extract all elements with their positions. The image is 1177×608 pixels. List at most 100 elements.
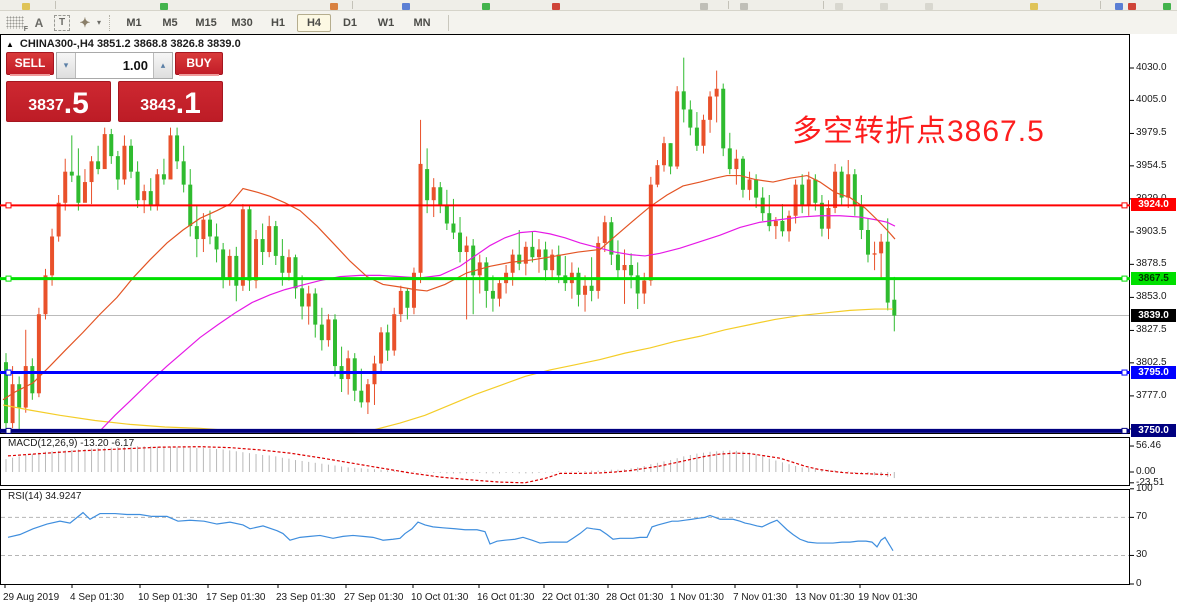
symbol-ohlc-text: CHINA300-,H4 3851.2 3868.8 3826.8 3839.0 bbox=[19, 38, 241, 50]
toolbar-icon-fragment[interactable] bbox=[552, 3, 560, 10]
toolbar-separator bbox=[448, 14, 450, 31]
toolbar-separator bbox=[55, 1, 56, 9]
toolbar-icon-fragment[interactable] bbox=[160, 3, 168, 10]
price-tick-label: 4005.0 bbox=[1136, 94, 1167, 106]
timeframe-button-m5[interactable]: M5 bbox=[162, 16, 178, 29]
upper-toolbar-row bbox=[0, 0, 1177, 11]
timeframe-buttons: M1 M5 M15 M30 H1 H4 D1 W1 MN bbox=[116, 13, 440, 32]
line-handle[interactable] bbox=[1121, 275, 1128, 282]
price-marker-badge: 3924.0 bbox=[1131, 198, 1176, 212]
time-tick-label: 4 Sep 01:30 bbox=[70, 592, 124, 603]
time-tick-label: 29 Aug 2019 bbox=[3, 592, 60, 603]
rsi-tick-label: 30 bbox=[1136, 549, 1148, 561]
price-tick-label: 3777.0 bbox=[1136, 389, 1167, 401]
price-marker-badge: 3867.5 bbox=[1131, 271, 1176, 285]
one-click-trading-widget: SELL ▾ ▴ BUY 3837.5 3843.1 bbox=[6, 52, 223, 122]
toolbar-separator bbox=[728, 1, 729, 9]
sell-underline bbox=[10, 74, 50, 76]
toolbar-icon-fragment[interactable] bbox=[22, 3, 30, 10]
toolbar-icon-fragment[interactable] bbox=[1030, 3, 1038, 10]
timeframe-button-m30[interactable]: M30 bbox=[231, 16, 253, 29]
line-handle[interactable] bbox=[5, 369, 12, 376]
crosshair-tool-icon[interactable]: ✦ bbox=[79, 14, 91, 30]
horizontal-level-lines[interactable] bbox=[0, 202, 1130, 434]
line-handle[interactable] bbox=[5, 275, 12, 282]
toolbar-icon-fragment[interactable] bbox=[402, 3, 410, 10]
time-tick-label: 10 Oct 01:30 bbox=[411, 592, 469, 603]
timeframe-button-h1[interactable]: H1 bbox=[270, 16, 286, 29]
time-tick-label: 28 Oct 01:30 bbox=[606, 592, 664, 603]
toolbar-icon-fragment[interactable] bbox=[740, 3, 748, 10]
buy-price-main: 3843 bbox=[140, 97, 176, 114]
toolbar-separator bbox=[823, 1, 824, 9]
macd-indicator-label: MACD(12,26,9) -13.20 -6.17 bbox=[8, 438, 135, 449]
macd-tick-label: 56.46 bbox=[1136, 440, 1162, 452]
line-handle[interactable] bbox=[5, 427, 12, 434]
timeframe-button-w1[interactable]: W1 bbox=[377, 16, 395, 29]
line-handle[interactable] bbox=[1121, 369, 1128, 376]
volume-increase-button[interactable]: ▴ bbox=[153, 53, 172, 78]
time-tick-label: 27 Sep 01:30 bbox=[344, 592, 404, 603]
buy-price-button[interactable]: 3843.1 bbox=[118, 81, 223, 122]
price-marker-badge: 3839.0 bbox=[1131, 308, 1176, 322]
buy-button[interactable]: BUY bbox=[175, 52, 223, 76]
time-tick-label: 10 Sep 01:30 bbox=[138, 592, 198, 603]
buy-underline bbox=[179, 74, 219, 76]
toolbar-separator bbox=[109, 14, 111, 31]
rsi-tick-label: 0 bbox=[1136, 578, 1142, 589]
timeframe-button-m1[interactable]: M1 bbox=[126, 16, 142, 29]
sell-price-main: 3837 bbox=[28, 97, 64, 114]
chart-area[interactable]: ▲ CHINA300-,H4 3851.2 3868.8 3826.8 3839… bbox=[0, 34, 1177, 608]
price-tick-label: 3903.5 bbox=[1136, 225, 1167, 237]
toolbar-icon-fragment[interactable] bbox=[330, 3, 338, 10]
time-tick-label: 1 Nov 01:30 bbox=[670, 592, 724, 603]
rsi-tick-label: 100 bbox=[1136, 482, 1153, 494]
candlestick-chart-canvas[interactable] bbox=[0, 34, 1177, 608]
line-handle[interactable] bbox=[1121, 202, 1128, 209]
timeframe-button-d1[interactable]: D1 bbox=[342, 16, 358, 29]
toolbar-icon-fragment[interactable] bbox=[835, 3, 843, 10]
time-tick-label: 23 Sep 01:30 bbox=[276, 592, 336, 603]
line-handle[interactable] bbox=[5, 202, 12, 209]
toolbar-icon-fragment[interactable] bbox=[925, 3, 933, 10]
price-tick-label: 3878.5 bbox=[1136, 258, 1167, 270]
toolbar-icon-fragment[interactable] bbox=[1163, 3, 1171, 10]
sell-button[interactable]: SELL bbox=[6, 52, 54, 76]
chevron-down-icon[interactable]: ▾ bbox=[97, 18, 102, 27]
volume-input[interactable] bbox=[76, 53, 153, 78]
collapse-triangle-icon[interactable]: ▲ bbox=[6, 39, 14, 49]
indicators-grid-icon[interactable]: F bbox=[6, 16, 28, 33]
toolbar-icon-fragment[interactable] bbox=[1115, 3, 1123, 10]
main-price-pane[interactable] bbox=[1, 57, 1129, 434]
timeframe-button-h4[interactable]: H4 bbox=[297, 13, 332, 32]
toolbar-icon-fragment[interactable] bbox=[1128, 3, 1136, 10]
time-tick-label: 19 Nov 01:30 bbox=[858, 592, 918, 603]
toolbar-icon-fragment[interactable] bbox=[700, 3, 708, 10]
font-tool-icon[interactable]: A bbox=[34, 15, 44, 30]
toolbar-icon-fragment[interactable] bbox=[482, 3, 490, 10]
time-tick-label: 22 Oct 01:30 bbox=[542, 592, 600, 603]
pane-frame bbox=[0, 489, 1130, 585]
price-tick-label: 3954.5 bbox=[1136, 159, 1167, 171]
buy-price-frac: .1 bbox=[175, 87, 201, 120]
chart-annotation-text[interactable]: 多空转折点3867.5 bbox=[792, 115, 1045, 148]
timeframe-button-mn[interactable]: MN bbox=[413, 16, 431, 29]
rsi-tick-label: 70 bbox=[1136, 511, 1148, 523]
price-tick-label: 3979.5 bbox=[1136, 127, 1167, 139]
time-tick-label: 13 Nov 01:30 bbox=[795, 592, 855, 603]
volume-decrease-button[interactable]: ▾ bbox=[57, 53, 76, 78]
chart-toolbar: F A T ✦ ▾ M1 M5 M15 M30 H1 H4 D1 W1 MN bbox=[0, 11, 1177, 35]
toolbar-icon-fragment[interactable] bbox=[880, 3, 888, 10]
text-tool-icon[interactable]: T bbox=[54, 14, 70, 31]
sell-price-button[interactable]: 3837.5 bbox=[6, 81, 111, 122]
price-marker-badge: 3795.0 bbox=[1131, 365, 1176, 379]
timeframe-button-m15[interactable]: M15 bbox=[195, 16, 217, 29]
chart-symbol-header[interactable]: ▲ CHINA300-,H4 3851.2 3868.8 3826.8 3839… bbox=[6, 38, 241, 50]
price-tick-label: 3853.0 bbox=[1136, 291, 1167, 303]
price-tick-label: 3827.5 bbox=[1136, 324, 1167, 336]
sell-price-frac: .5 bbox=[63, 87, 89, 120]
price-tick-label: 4030.0 bbox=[1136, 62, 1167, 73]
pane-frame bbox=[0, 34, 1130, 434]
line-handle[interactable] bbox=[1121, 427, 1128, 434]
